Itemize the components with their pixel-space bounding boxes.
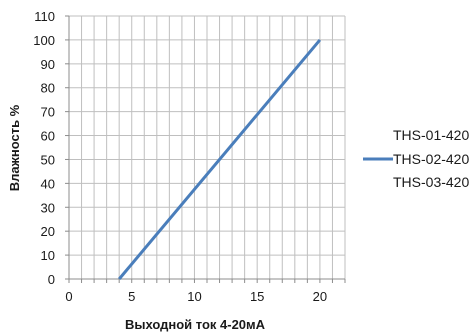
- y-axis-title: Влажность %: [7, 104, 22, 191]
- y-tick-label: 60: [41, 129, 55, 144]
- series-line: [118, 38, 322, 280]
- y-tick-label: 80: [41, 81, 55, 96]
- legend: THS-01-420 THS-02-420 THS-03-420: [363, 127, 469, 190]
- y-tick-label: 70: [41, 105, 55, 120]
- x-tick-label: 0: [65, 289, 72, 304]
- y-tick-label: 90: [41, 57, 55, 72]
- y-tick-label: 100: [33, 33, 55, 48]
- x-tick-label: 20: [313, 289, 327, 304]
- x-tick-label: 15: [250, 289, 264, 304]
- x-axis-title: Выходной ток 4-20мА: [125, 317, 266, 332]
- y-tick-label: 20: [41, 224, 55, 239]
- y-tick-label: 10: [41, 248, 55, 263]
- legend-entry: THS-01-420: [393, 127, 469, 143]
- legend-entry: THS-02-420: [393, 151, 469, 167]
- x-tick-labels: 0 5 10 15 20: [65, 289, 327, 304]
- x-tick-label: 5: [128, 289, 135, 304]
- y-tick-label: 0: [48, 272, 55, 287]
- y-tick-labels: 0 10 20 30 40 50 60 70 80 90 100 110: [33, 9, 55, 287]
- legend-entry: THS-03-420: [393, 174, 469, 190]
- y-tick-label: 110: [34, 9, 55, 24]
- grid: [69, 15, 346, 279]
- x-tick-label: 10: [187, 289, 201, 304]
- y-tick-label: 30: [41, 200, 55, 215]
- y-tick-label: 50: [41, 152, 55, 167]
- series-layer: [118, 38, 322, 280]
- axes: [65, 15, 346, 283]
- y-tick-label: 40: [41, 176, 55, 191]
